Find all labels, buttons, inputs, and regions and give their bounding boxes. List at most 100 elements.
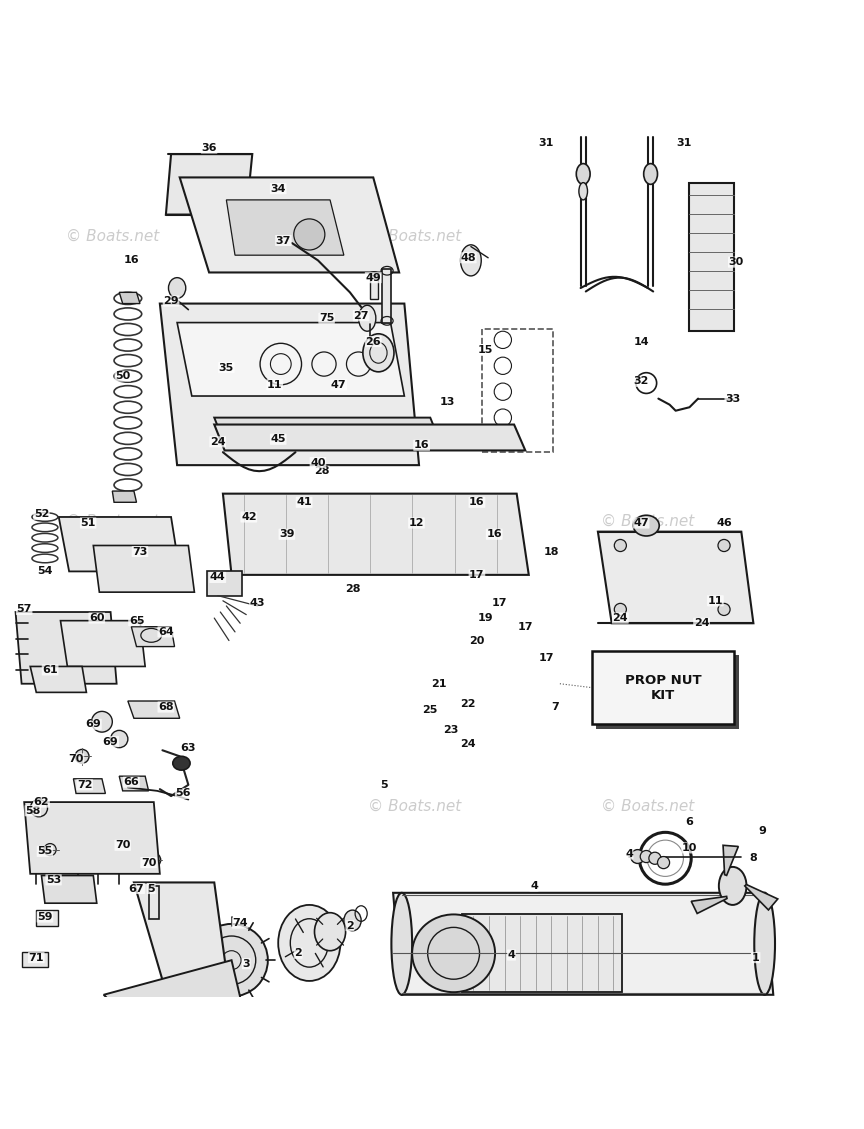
Bar [482,330,553,453]
Polygon shape [160,304,419,465]
Bar [370,275,378,299]
Text: 32: 32 [633,376,649,386]
Text: 22: 22 [461,700,476,709]
Polygon shape [691,896,727,913]
Text: 62: 62 [34,797,49,807]
Text: 27: 27 [353,310,369,321]
Ellipse shape [412,914,495,992]
Text: 67: 67 [129,884,144,893]
Text: 12: 12 [409,518,424,528]
Ellipse shape [579,183,588,200]
Text: 41: 41 [296,497,312,507]
Polygon shape [393,893,773,995]
Text: 19: 19 [478,613,493,623]
Text: 64: 64 [158,627,174,637]
Text: 47: 47 [331,379,346,390]
Polygon shape [119,292,140,304]
Text: 17: 17 [469,570,485,580]
Text: 15: 15 [478,345,493,356]
Ellipse shape [391,893,412,995]
Text: 11: 11 [267,379,283,390]
Bar [207,571,242,596]
Polygon shape [112,491,137,502]
Text: 20: 20 [469,636,485,646]
Text: © Boats.net: © Boats.net [66,514,159,528]
Text: 36: 36 [201,143,217,154]
Text: 43: 43 [250,598,265,609]
Ellipse shape [92,711,112,732]
Polygon shape [214,425,525,450]
Text: 17: 17 [518,622,533,632]
Text: 24: 24 [694,619,709,628]
Bar [36,910,58,926]
Text: 2: 2 [295,948,302,959]
Text: 50: 50 [115,371,130,382]
Polygon shape [166,154,252,215]
Text: 29: 29 [163,296,179,306]
Ellipse shape [121,835,135,850]
Polygon shape [177,323,404,396]
Bar [382,269,391,323]
Text: 63: 63 [181,743,196,753]
Text: 24: 24 [613,613,628,623]
Text: 72: 72 [77,780,92,790]
Text: 21: 21 [431,679,447,689]
Ellipse shape [718,603,730,615]
Text: 24: 24 [461,739,476,750]
Text: 16: 16 [469,497,485,507]
Text: 53: 53 [46,875,61,885]
Ellipse shape [294,219,325,250]
Ellipse shape [359,305,376,331]
Text: 14: 14 [633,336,649,347]
Text: 16: 16 [124,255,139,265]
Text: 4: 4 [530,881,538,891]
Text: 37: 37 [276,236,291,245]
Text: 46: 46 [716,518,732,528]
Text: 18: 18 [543,546,559,557]
Text: 70: 70 [141,858,156,867]
Text: 16: 16 [486,530,502,540]
Text: 17: 17 [538,653,554,663]
Text: 51: 51 [80,518,96,528]
Text: 30: 30 [728,257,744,268]
Text: 6: 6 [685,817,694,826]
Text: 34: 34 [270,184,286,194]
Bar [22,952,48,968]
Text: 1: 1 [753,953,759,963]
Ellipse shape [278,905,340,981]
Ellipse shape [614,603,626,615]
Polygon shape [73,779,105,794]
Polygon shape [59,517,180,571]
Ellipse shape [195,924,268,997]
Text: 24: 24 [210,437,226,447]
Text: 33: 33 [725,394,740,403]
Text: 40: 40 [310,457,326,467]
Text: 26: 26 [365,336,381,347]
Text: 31: 31 [677,138,692,148]
Ellipse shape [614,540,626,552]
Polygon shape [24,802,160,874]
Text: 7: 7 [551,702,558,712]
Ellipse shape [111,730,128,747]
Text: 39: 39 [279,530,295,540]
Text: 70: 70 [68,754,84,764]
Text: 74: 74 [232,918,248,928]
Bar [596,655,739,728]
Text: 31: 31 [538,138,554,148]
Ellipse shape [754,893,775,995]
Ellipse shape [30,799,48,816]
Text: 68: 68 [158,702,174,712]
Text: © Boats.net: © Boats.net [66,229,159,244]
Polygon shape [60,621,145,666]
Bar [149,886,159,919]
Text: 57: 57 [16,604,32,614]
Text: 2: 2 [346,920,353,930]
Text: 17: 17 [492,598,507,609]
Ellipse shape [640,850,652,863]
Text: 73: 73 [132,546,148,557]
Text: 45: 45 [270,435,286,444]
Text: © Boats.net: © Boats.net [368,229,461,244]
Text: 47: 47 [633,518,649,528]
Polygon shape [16,612,117,684]
Polygon shape [30,666,86,692]
